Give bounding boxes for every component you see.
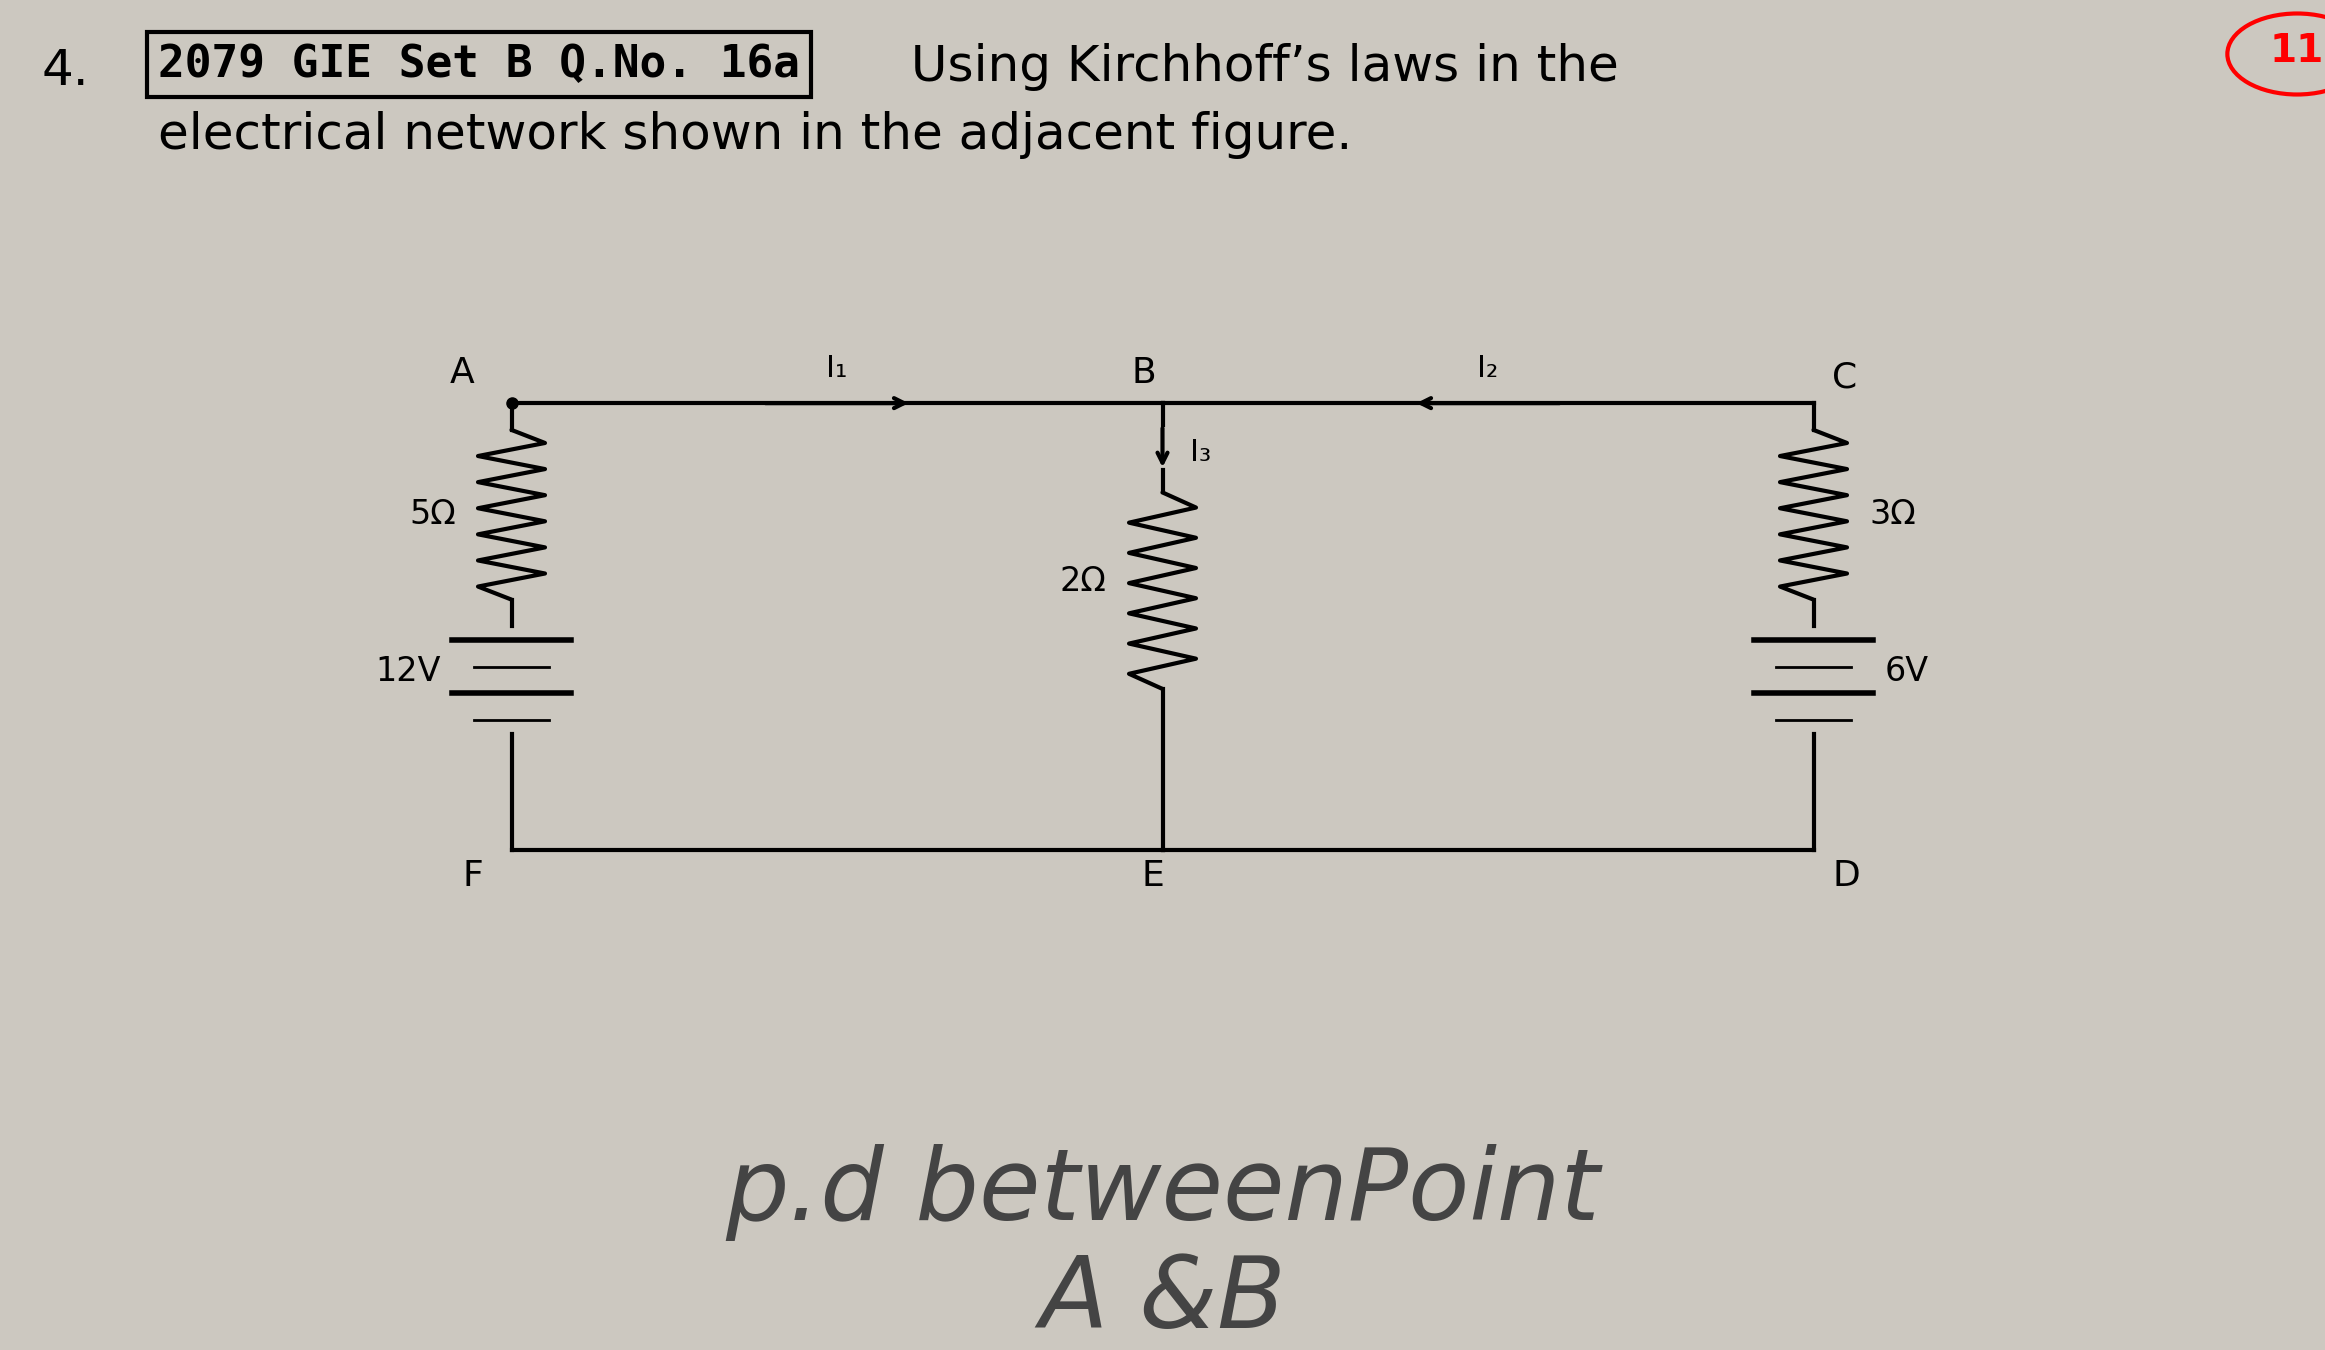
- Text: p.d betweenPoint: p.d betweenPoint: [725, 1145, 1600, 1242]
- Text: I₂: I₂: [1476, 355, 1500, 383]
- Text: I₁: I₁: [825, 355, 849, 383]
- Text: A: A: [449, 356, 474, 390]
- Text: A &B: A &B: [1039, 1251, 1286, 1349]
- Text: 6V: 6V: [1883, 655, 1927, 687]
- Text: 12V: 12V: [374, 655, 442, 687]
- Text: 4.: 4.: [42, 47, 88, 96]
- Text: F: F: [463, 859, 484, 892]
- Text: electrical network shown in the adjacent figure.: electrical network shown in the adjacent…: [158, 111, 1353, 159]
- Text: 2079 GIE Set B Q.No. 16a: 2079 GIE Set B Q.No. 16a: [158, 43, 800, 86]
- Text: 5Ω: 5Ω: [409, 498, 456, 532]
- Text: B: B: [1132, 356, 1156, 390]
- Text: 11: 11: [2269, 32, 2325, 70]
- Text: C: C: [1832, 360, 1858, 394]
- Text: E: E: [1142, 859, 1165, 892]
- Text: I₃: I₃: [1190, 437, 1211, 467]
- Text: 2Ω: 2Ω: [1060, 566, 1107, 598]
- Text: 3Ω: 3Ω: [1869, 498, 1916, 532]
- Text: D: D: [1832, 859, 1860, 892]
- Text: Using Kirchhoff’s laws in the: Using Kirchhoff’s laws in the: [895, 43, 1618, 92]
